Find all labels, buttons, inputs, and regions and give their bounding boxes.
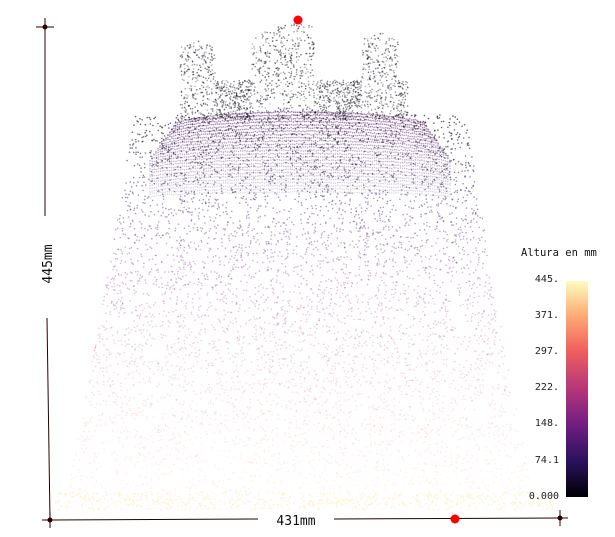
- height-dimension: 445mm: [36, 18, 56, 521]
- colorbar-tick: 445.: [534, 274, 559, 285]
- point-cloud: [54, 20, 555, 511]
- width-dimension: 431mm: [42, 510, 568, 529]
- colorbar-tick: 222.: [534, 382, 559, 393]
- height-label: 445mm: [41, 244, 56, 283]
- colorbar-tick: 74.1: [534, 455, 559, 466]
- top-marker-point[interactable]: [293, 15, 303, 25]
- width-right-endpoint: [557, 515, 563, 521]
- colorbar-title: Altura en mm: [521, 247, 597, 259]
- colorbar-tick: 148.: [534, 418, 559, 429]
- height-top-endpoint: [42, 24, 48, 30]
- colorbar-tick: 297.: [534, 346, 559, 357]
- colorbar-tick: 0.000: [528, 491, 559, 502]
- colorbar-tick: 371.: [534, 310, 559, 321]
- colorbar: [566, 281, 588, 497]
- origin-endpoint: [47, 517, 53, 523]
- bottom-marker-point[interactable]: [450, 514, 460, 524]
- width-label: 431mm: [276, 514, 315, 529]
